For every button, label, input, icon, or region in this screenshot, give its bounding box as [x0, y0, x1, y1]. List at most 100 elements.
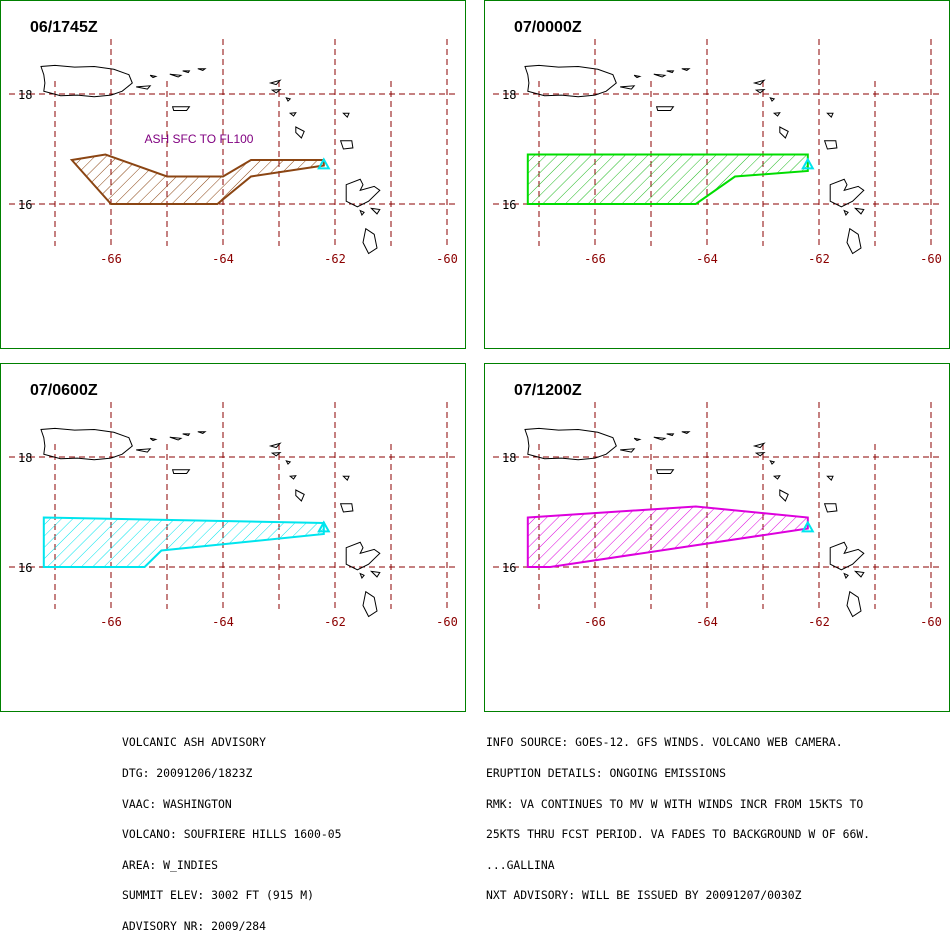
- lat-label: 16: [502, 198, 516, 212]
- island-outline: [149, 74, 158, 79]
- panel-time-label: 07/0000Z: [514, 19, 582, 36]
- island-outline: [633, 437, 642, 442]
- coastlines: [524, 427, 865, 618]
- island-outline: [826, 475, 834, 481]
- lon-label: -64: [696, 615, 718, 629]
- island-outline: [620, 448, 636, 453]
- lon-label: -66: [584, 615, 606, 629]
- lat-lon-grid: [493, 402, 941, 609]
- island-outline: [342, 112, 350, 118]
- island-outline: [295, 126, 305, 139]
- lon-label: -62: [808, 252, 830, 266]
- island-outline: [752, 79, 766, 86]
- island-outline: [653, 436, 667, 441]
- island-outline: [655, 106, 675, 111]
- lon-label: -60: [436, 252, 458, 266]
- advisory-line: VOLCANO: SOUFRIERE HILLS 1600-05: [122, 827, 342, 842]
- ash-cloud-area: [69, 153, 325, 205]
- advisory-header-text: VOLCANIC ASH ADVISORY DTG: 20091206/1823…: [122, 717, 341, 941]
- island-outline: [681, 68, 691, 71]
- volcano-marker-icon: [801, 520, 815, 533]
- island-outline: [666, 70, 675, 74]
- island-outline: [171, 106, 191, 111]
- island-outline: [136, 448, 152, 453]
- island-outline: [779, 126, 789, 139]
- coastlines: [40, 427, 381, 618]
- lon-label: -60: [920, 252, 942, 266]
- island-outline: [369, 207, 381, 215]
- lon-label: -64: [212, 252, 234, 266]
- island-outline: [655, 469, 675, 474]
- island-outline: [285, 460, 292, 465]
- island-outline: [853, 570, 865, 578]
- island-outline: [345, 178, 381, 208]
- advisory-line: VOLCANIC ASH ADVISORY: [122, 735, 267, 750]
- lat-lon-grid: [493, 39, 941, 246]
- advisory-line: RMK: VA CONTINUES TO MV W WITH WINDS INC…: [486, 796, 864, 811]
- island-outline: [182, 70, 191, 74]
- island-outline: [754, 452, 766, 457]
- island-outline: [285, 97, 292, 102]
- lon-label: -64: [696, 252, 718, 266]
- island-outline: [197, 68, 207, 71]
- forecast-panel-1: 18 16 -66 -64 -62 -60 ASH SFC TO FL100 06/1745…: [0, 0, 466, 349]
- lon-label: -62: [324, 615, 346, 629]
- island-outline: [524, 64, 617, 98]
- ash-level-label: ASH SFC TO FL100: [145, 132, 254, 146]
- lat-lon-grid: [9, 402, 457, 609]
- lat-label: 18: [502, 88, 516, 102]
- island-outline: [826, 112, 834, 118]
- lon-label: -62: [808, 615, 830, 629]
- advisory-line: VAAC: WASHINGTON: [122, 796, 232, 811]
- lat-label: 16: [502, 561, 516, 575]
- island-outline: [359, 209, 365, 216]
- lon-label: -60: [436, 615, 458, 629]
- island-outline: [40, 427, 133, 461]
- ash-cloud-area: [526, 505, 809, 568]
- island-outline: [769, 460, 776, 465]
- lon-label: -66: [100, 252, 122, 266]
- island-outline: [362, 227, 378, 255]
- island-outline: [633, 74, 642, 79]
- island-outline: [268, 79, 282, 86]
- island-outline: [681, 431, 691, 434]
- island-outline: [268, 442, 282, 449]
- island-outline: [362, 590, 378, 618]
- island-outline: [342, 475, 350, 481]
- volcano-marker-icon: [317, 520, 331, 533]
- lat-label: 16: [18, 561, 32, 575]
- advisory-line: SUMMIT ELEV: 3002 FT (915 M): [122, 888, 315, 903]
- island-outline: [288, 112, 297, 117]
- island-outline: [270, 452, 282, 457]
- island-outline: [779, 489, 789, 502]
- island-outline: [369, 570, 381, 578]
- island-outline: [270, 89, 282, 94]
- island-outline: [182, 433, 191, 437]
- lon-label: -60: [920, 615, 942, 629]
- lon-label: -66: [584, 252, 606, 266]
- island-outline: [295, 489, 305, 502]
- island-outline: [829, 178, 865, 208]
- volcano-marker-icon: [801, 157, 815, 170]
- island-outline: [823, 140, 838, 150]
- island-outline: [846, 590, 862, 618]
- volcano-marker-icon: [317, 157, 331, 170]
- lat-label: 18: [502, 451, 516, 465]
- advisory-details-text: INFO SOURCE: GOES-12. GFS WINDS. VOLCANO…: [486, 717, 870, 911]
- island-outline: [853, 207, 865, 215]
- lon-label: -62: [324, 252, 346, 266]
- coastlines: [524, 64, 865, 255]
- advisory-line: ADVISORY NR: 2009/284: [122, 918, 267, 933]
- island-outline: [345, 541, 381, 571]
- lat-lon-grid: [9, 39, 457, 246]
- lon-label: -66: [100, 615, 122, 629]
- island-outline: [524, 427, 617, 461]
- ash-cloud-area: [526, 153, 809, 205]
- panel-time-label: 07/1200Z: [514, 382, 582, 399]
